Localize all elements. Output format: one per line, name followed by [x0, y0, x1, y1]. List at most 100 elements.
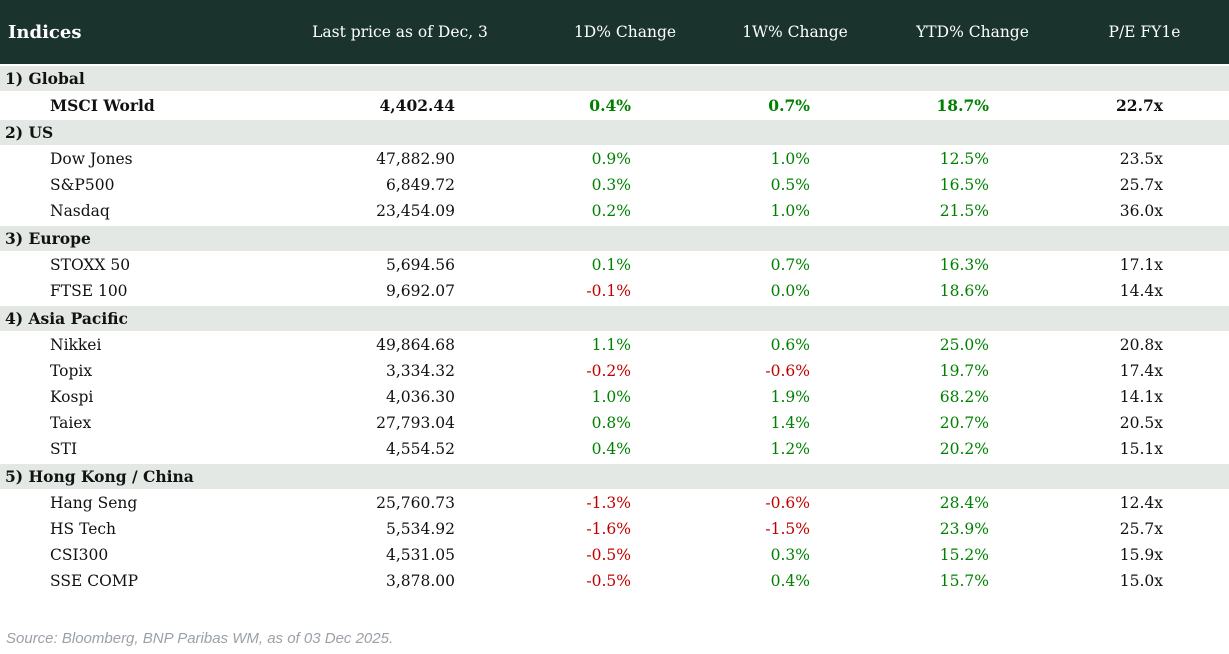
- index-row: S&P500 6,849.72 0.3% 0.5% 16.5% 25.7x: [0, 172, 1229, 198]
- change-1d-cell: 1.0%: [591, 388, 631, 406]
- change-ytd-cell: 21.5%: [939, 202, 989, 220]
- index-name-cell: Kospi: [50, 388, 94, 406]
- change-1w-cell: 1.2%: [770, 440, 810, 458]
- index-row: Hang Seng 25,760.73 -1.3% -0.6% 28.4% 12.4x: [0, 490, 1229, 516]
- change-ytd-cell: 20.2%: [939, 440, 989, 458]
- pe-fy1e-cell: 25.7x: [1119, 176, 1163, 194]
- index-row: STOXX 50 5,694.56 0.1% 0.7% 16.3% 17.1x: [0, 252, 1229, 278]
- section-header-row: 5) Hong Kong / China: [0, 462, 1229, 490]
- indices-table: Indices Last price as of Dec, 3 1D% Chan…: [0, 0, 1229, 594]
- last-price-cell: 23,454.09: [376, 202, 455, 220]
- section-header-row: 3) Europe: [0, 224, 1229, 252]
- index-row: Taiex 27,793.04 0.8% 1.4% 20.7% 20.5x: [0, 410, 1229, 436]
- change-1w-cell: -0.6%: [765, 362, 810, 380]
- change-1w-cell: 0.3%: [770, 546, 810, 564]
- table-header-row: Indices Last price as of Dec, 3 1D% Chan…: [0, 0, 1229, 64]
- change-1d-cell: -1.3%: [586, 494, 631, 512]
- source-note: Source: Bloomberg, BNP Paribas WM, as of…: [6, 630, 394, 647]
- index-name-cell: MSCI World: [50, 95, 155, 115]
- last-price-cell: 4,531.05: [385, 546, 455, 564]
- change-ytd-cell: 16.5%: [939, 176, 989, 194]
- change-1d-cell: 0.1%: [591, 256, 631, 274]
- change-1w-cell: 0.6%: [770, 336, 810, 354]
- index-name-cell: STI: [50, 440, 78, 458]
- last-price-cell: 4,402.44: [379, 95, 455, 115]
- pe-fy1e-cell: 36.0x: [1119, 202, 1163, 220]
- change-1w-cell: 1.0%: [770, 202, 810, 220]
- pe-fy1e-cell: 25.7x: [1119, 520, 1163, 538]
- index-name-cell: CSI300: [50, 546, 109, 564]
- change-1d-cell: -0.1%: [586, 282, 631, 300]
- change-1d-cell: 0.9%: [591, 150, 631, 168]
- index-name-cell: SSE COMP: [50, 572, 139, 590]
- index-row: Dow Jones 47,882.90 0.9% 1.0% 12.5% 23.5x: [0, 146, 1229, 172]
- index-name-cell: Taiex: [50, 414, 92, 432]
- last-price-cell: 4,554.52: [385, 440, 455, 458]
- last-price-cell: 5,694.56: [385, 256, 455, 274]
- index-name-cell: Topix: [50, 362, 93, 380]
- last-price-cell: 9,692.07: [385, 282, 455, 300]
- change-1w-cell: -1.5%: [765, 520, 810, 538]
- pe-fy1e-cell: 14.4x: [1119, 282, 1163, 300]
- change-ytd-cell: 68.2%: [939, 388, 989, 406]
- index-row: SSE COMP 3,878.00 -0.5% 0.4% 15.7% 15.0x: [0, 568, 1229, 594]
- change-1w-cell: 0.5%: [770, 176, 810, 194]
- change-1w-cell: 0.0%: [770, 282, 810, 300]
- change-1d-cell: 0.4%: [591, 440, 631, 458]
- index-row: Kospi 4,036.30 1.0% 1.9% 68.2% 14.1x: [0, 384, 1229, 410]
- pe-fy1e-cell: 15.9x: [1119, 546, 1163, 564]
- last-price-cell: 3,878.00: [385, 572, 455, 590]
- change-1w-cell: 0.4%: [770, 572, 810, 590]
- pe-fy1e-cell: 17.1x: [1119, 256, 1163, 274]
- change-1d-cell: -1.6%: [586, 520, 631, 538]
- column-header-1w-change: 1W% Change: [742, 23, 848, 41]
- column-header-last-price: Last price as of Dec, 3: [312, 23, 488, 41]
- index-row: Nikkei 49,864.68 1.1% 0.6% 25.0% 20.8x: [0, 332, 1229, 358]
- indices-table-body: 1) Global MSCI World 4,402.44 0.4% 0.7% 18.7%…: [0, 64, 1229, 594]
- last-price-cell: 47,882.90: [376, 150, 455, 168]
- index-name-cell: Nasdaq: [50, 202, 110, 220]
- index-name-cell: Nikkei: [50, 336, 102, 354]
- change-ytd-cell: 28.4%: [939, 494, 989, 512]
- index-row: MSCI World 4,402.44 0.4% 0.7% 18.7% 22.7x: [0, 92, 1229, 118]
- change-1d-cell: -0.5%: [586, 572, 631, 590]
- pe-fy1e-cell: 15.1x: [1119, 440, 1163, 458]
- change-1d-cell: 0.2%: [591, 202, 631, 220]
- change-ytd-cell: 23.9%: [939, 520, 989, 538]
- change-1w-cell: 1.9%: [770, 388, 810, 406]
- index-name-cell: FTSE 100: [50, 282, 128, 300]
- index-name-cell: Dow Jones: [50, 150, 133, 168]
- pe-fy1e-cell: 20.8x: [1119, 336, 1163, 354]
- pe-fy1e-cell: 23.5x: [1119, 150, 1163, 168]
- last-price-cell: 6,849.72: [385, 176, 455, 194]
- column-header-ytd-change: YTD% Change: [916, 23, 1029, 41]
- last-price-cell: 4,036.30: [385, 388, 455, 406]
- change-1d-cell: 0.4%: [589, 95, 631, 115]
- index-name-cell: HS Tech: [50, 520, 117, 538]
- change-1w-cell: 0.7%: [768, 95, 810, 115]
- index-row: HS Tech 5,534.92 -1.6% -1.5% 23.9% 25.7x: [0, 516, 1229, 542]
- index-row: Nasdaq 23,454.09 0.2% 1.0% 21.5% 36.0x: [0, 198, 1229, 224]
- index-row: FTSE 100 9,692.07 -0.1% 0.0% 18.6% 14.4x: [0, 278, 1229, 304]
- pe-fy1e-cell: 17.4x: [1119, 362, 1163, 380]
- change-1w-cell: 0.7%: [770, 256, 810, 274]
- section-header-row: 1) Global: [0, 64, 1229, 92]
- pe-fy1e-cell: 20.5x: [1119, 414, 1163, 432]
- index-name-cell: S&P500: [50, 176, 115, 194]
- change-1d-cell: 0.3%: [591, 176, 631, 194]
- change-1w-cell: -0.6%: [765, 494, 810, 512]
- change-1d-cell: -0.5%: [586, 546, 631, 564]
- change-1w-cell: 1.0%: [770, 150, 810, 168]
- column-header-pe: P/E FY1e: [1108, 23, 1181, 41]
- change-ytd-cell: 15.7%: [939, 572, 989, 590]
- change-1d-cell: 0.8%: [591, 414, 631, 432]
- change-1w-cell: 1.4%: [770, 414, 810, 432]
- change-ytd-cell: 12.5%: [939, 150, 989, 168]
- change-1d-cell: 1.1%: [591, 336, 631, 354]
- last-price-cell: 27,793.04: [376, 414, 455, 432]
- last-price-cell: 49,864.68: [376, 336, 455, 354]
- section-header-row: 4) Asia Pacific: [0, 304, 1229, 332]
- change-ytd-cell: 16.3%: [939, 256, 989, 274]
- change-1d-cell: -0.2%: [586, 362, 631, 380]
- last-price-cell: 25,760.73: [376, 494, 455, 512]
